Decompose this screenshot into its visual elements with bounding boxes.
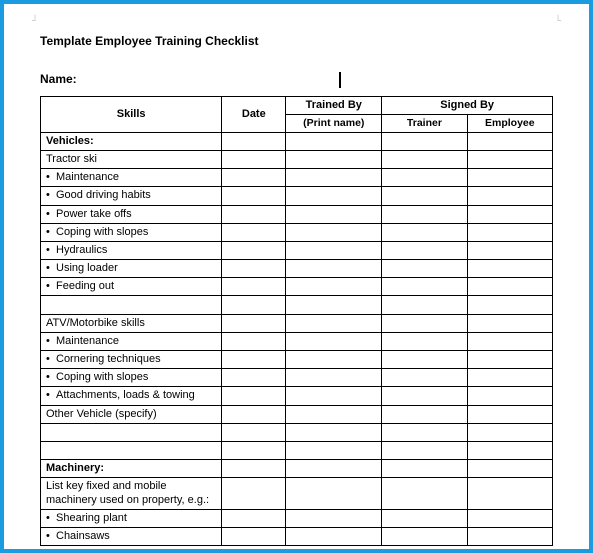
bullet-item: •Power take offs (41, 205, 222, 223)
table-body: Vehicles: Tractor ski •Maintenance •Good… (41, 132, 553, 545)
name-row: Name: (40, 70, 553, 86)
machinery-header: Machinery: (41, 460, 222, 478)
col-date: Date (222, 97, 286, 133)
col-trained-by: Trained By (286, 97, 382, 115)
text-cursor (339, 72, 341, 88)
table-row: •Feeding out (41, 278, 553, 296)
table-row: •Attachments, loads & towing (41, 387, 553, 405)
training-checklist-table: Skills Date Trained By Signed By (Print … (40, 96, 553, 546)
bullet-item: •Good driving habits (41, 187, 222, 205)
table-row: •Coping with slopes (41, 369, 553, 387)
spacer-row (41, 296, 553, 314)
vehicles-header: Vehicles: (41, 132, 222, 150)
table-row: •Hydraulics (41, 241, 553, 259)
section-machinery: Machinery: (41, 460, 553, 478)
name-label: Name: (40, 72, 77, 86)
header-row-1: Skills Date Trained By Signed By (41, 97, 553, 115)
col-signed-by: Signed By (382, 97, 553, 115)
section-vehicles: Vehicles: (41, 132, 553, 150)
bullet-item: •Hydraulics (41, 241, 222, 259)
table-row: •Maintenance (41, 169, 553, 187)
row-tractor-ski: Tractor ski (41, 150, 553, 168)
col-employee: Employee (467, 115, 552, 133)
table-row: •Shearing plant (41, 509, 553, 527)
col-trained-by-sub: (Print name) (286, 115, 382, 133)
machinery-desc: List key fixed and mobile machinery used… (41, 478, 222, 509)
table-row: •Coping with slopes (41, 223, 553, 241)
document-frame: ┘ └ Template Employee Training Checklist… (0, 0, 593, 553)
bullet-item: •Maintenance (41, 332, 222, 350)
bullet-item: •Shearing plant (41, 509, 222, 527)
tractor-ski-label: Tractor ski (41, 150, 222, 168)
col-trainer: Trainer (382, 115, 467, 133)
row-atv-header: ATV/Motorbike skills (41, 314, 553, 332)
bullet-item: •Coping with slopes (41, 223, 222, 241)
row-machinery-desc: List key fixed and mobile machinery used… (41, 478, 553, 509)
bullet-item: •Attachments, loads & towing (41, 387, 222, 405)
row-other-vehicle: Other Vehicle (specify) (41, 405, 553, 423)
table-row: •Good driving habits (41, 187, 553, 205)
page-title: Template Employee Training Checklist (40, 34, 553, 48)
table-row: •Chainsaws (41, 527, 553, 545)
other-vehicle-label: Other Vehicle (specify) (41, 405, 222, 423)
bullet-item: •Cornering techniques (41, 351, 222, 369)
table-row: •Using loader (41, 260, 553, 278)
bullet-item: •Maintenance (41, 169, 222, 187)
spacer-row (41, 423, 553, 441)
bullet-item: •Feeding out (41, 278, 222, 296)
bullet-item: •Coping with slopes (41, 369, 222, 387)
spacer-row (41, 441, 553, 459)
bullet-item: •Chainsaws (41, 527, 222, 545)
document-page: Template Employee Training Checklist Nam… (4, 4, 589, 546)
col-skills: Skills (41, 97, 222, 133)
atv-header: ATV/Motorbike skills (41, 314, 222, 332)
table-row: •Cornering techniques (41, 351, 553, 369)
table-row: •Power take offs (41, 205, 553, 223)
bullet-item: •Using loader (41, 260, 222, 278)
table-row: •Maintenance (41, 332, 553, 350)
